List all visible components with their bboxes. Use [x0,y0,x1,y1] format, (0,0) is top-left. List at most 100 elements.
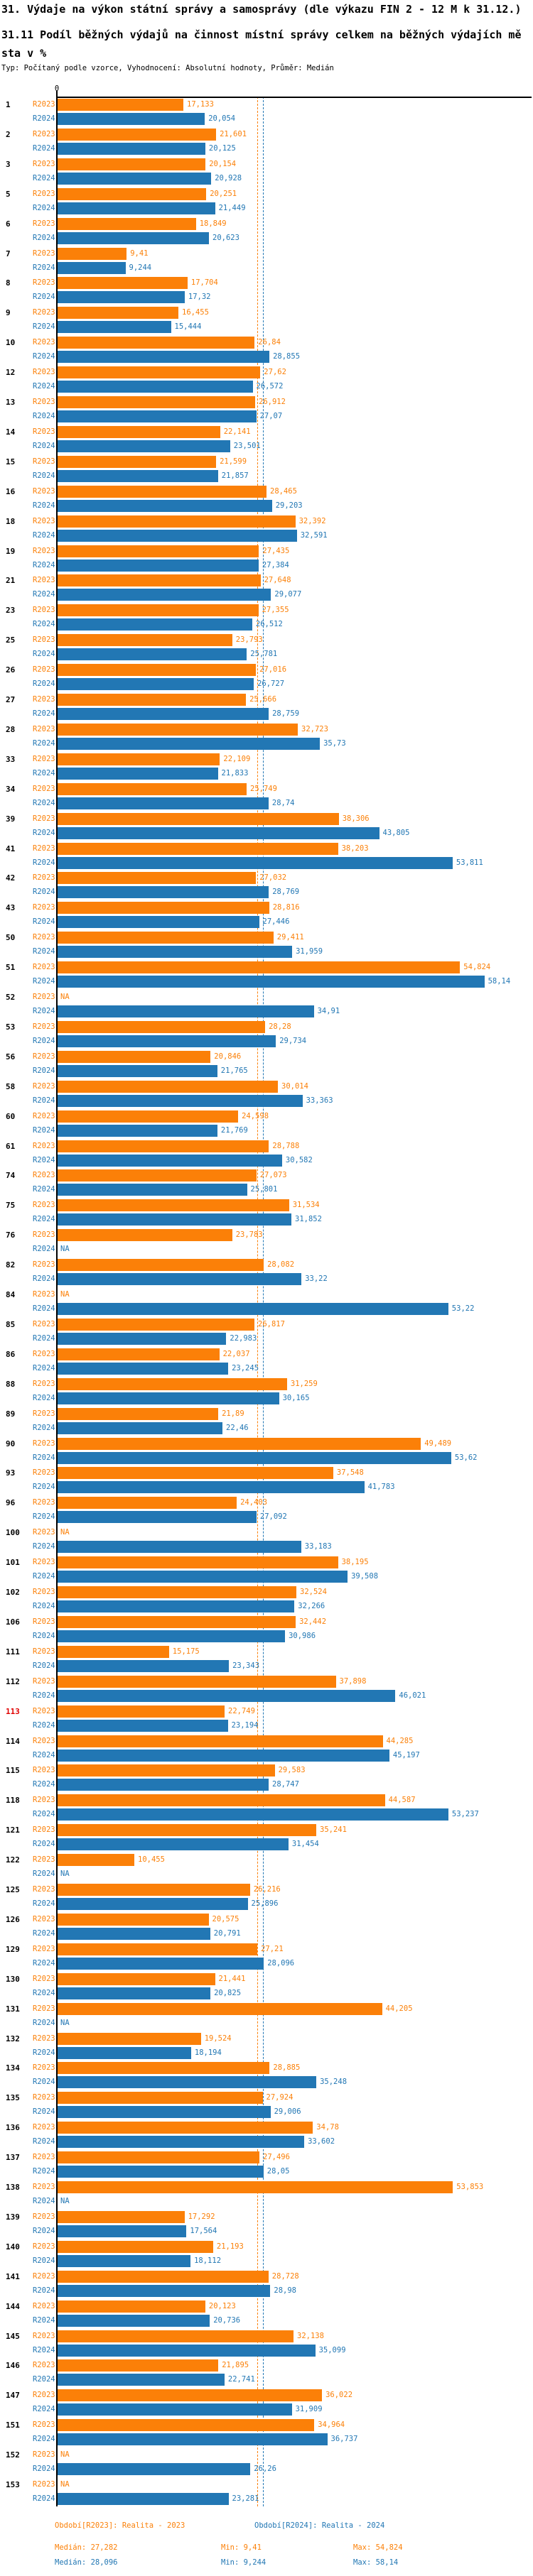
series-label-r2024: R2024 [33,2315,55,2325]
series-label-r2023: R2023 [33,1290,55,1299]
series-label-r2024: R2024 [33,1007,55,1015]
bar-group: 106 R2023 32,442 R2024 30,986 [0,1615,533,1644]
series-label-r2023: R2023 [33,2093,55,2102]
row-number: 26 [6,665,16,675]
bar-r2024 [58,1481,365,1494]
value-label-r2024: 29,077 [274,590,302,599]
bar-r2023 [58,1377,287,1390]
median-line-r2024 [263,97,264,2506]
row-number: 25 [6,635,16,645]
series-label-r2023: R2023 [33,2153,55,2162]
bar-r2024 [58,410,257,422]
bar-r2024 [58,826,379,839]
series-label-r2024: R2024 [33,1304,55,1313]
series-label-r2024: R2024 [33,501,55,510]
bar-r2023 [58,872,257,885]
series-label-r2024: R2024 [33,293,55,302]
series-label-r2024: R2024 [33,1333,55,1343]
bar-group: 56 R2023 20,846 R2024 21,765 [0,1050,533,1079]
value-label-r2023: 20,123 [208,2301,236,2310]
series-label-r2023: R2023 [33,516,55,525]
bar-r2024 [58,2046,191,2059]
bar-r2023 [58,812,339,825]
series-label-r2024: R2024 [33,2197,55,2205]
value-label-r2024: 32,591 [300,530,328,540]
value-label-r2024: 27,446 [262,917,290,927]
series-label-r2024: R2024 [33,2286,55,2295]
series-label-r2024: R2024 [33,352,55,361]
y-axis-line [56,97,58,2506]
series-label-r2023: R2023 [33,2183,55,2191]
bar-r2023 [58,337,255,349]
bar-group: 131 R2023 44,205 R2024 NA [0,2002,533,2031]
bar-group: 53 R2023 28,28 R2024 29,734 [0,1020,533,1049]
x-axis-line [57,97,532,98]
row-number: 135 [6,2093,20,2103]
value-label-r2023: 28,728 [271,2271,299,2281]
value-label-r2023: 23,783 [235,1230,263,1240]
bar-group: 42 R2023 27,032 R2024 28,769 [0,871,533,900]
series-label-r2024: R2024 [33,143,55,153]
bar-r2023 [58,396,255,408]
bar-group: 75 R2023 31,534 R2024 31,852 [0,1199,533,1227]
bar-group: 25 R2023 23,793 R2024 25,781 [0,633,533,662]
na-label-r2023: NA [60,1290,70,1299]
row-number: 137 [6,2153,20,2163]
bar-r2024 [58,1779,269,1791]
bar-r2024 [58,1957,264,1970]
bar-r2023 [58,247,127,260]
series-label-r2023: R2023 [33,1022,55,1031]
series-label-r2023: R2023 [33,2301,55,2310]
value-label-r2023: 21,441 [218,1974,246,1983]
value-label-r2023: 53,853 [456,2183,484,2191]
value-label-r2023: 32,442 [299,1617,327,1626]
series-label-r2024: R2024 [33,1512,55,1522]
bar-r2024 [58,1927,210,1940]
row-number: 129 [6,1944,20,1954]
bar-r2024 [58,976,485,988]
bar-r2023 [58,664,257,677]
bar-group: 147 R2023 36,022 R2024 31,909 [0,2389,533,2417]
bar-group: 88 R2023 31,259 R2024 30,165 [0,1377,533,1406]
bar-r2023 [58,2122,313,2134]
value-label-r2024: 25,896 [251,1899,279,1908]
row-number: 147 [6,2391,20,2401]
value-label-r2023: 24,403 [240,1498,268,1507]
row-number: 56 [6,1052,16,1061]
na-label-r2024: NA [60,1870,70,1879]
value-label-r2023: 27,032 [259,873,287,883]
series-label-r2024: R2024 [33,1155,55,1164]
bar-r2024 [58,2493,229,2505]
series-label-r2024: R2024 [33,2137,55,2146]
value-label-r2024: 26,572 [256,382,284,391]
bar-r2024 [58,321,171,334]
bar-r2024 [58,1332,227,1345]
bar-r2023 [58,1972,215,1985]
series-label-r2024: R2024 [33,2078,55,2087]
bar-r2024 [58,856,453,869]
series-label-r2023: R2023 [33,100,55,109]
value-label-r2023: 26,216 [253,1885,281,1894]
value-label-r2024: 22,983 [230,1333,257,1343]
row-number: 1 [6,100,11,109]
bar-group: 34 R2023 25,749 R2024 28,74 [0,782,533,811]
series-label-r2023: R2023 [33,1201,55,1210]
row-number: 3 [6,159,11,169]
value-label-r2024: 29,734 [279,1036,307,1045]
bar-r2023 [58,515,296,528]
bar-group: 16 R2023 28,465 R2024 29,203 [0,485,533,513]
bar-r2023 [58,842,338,855]
series-label-r2023: R2023 [33,2480,55,2489]
bar-r2023 [58,961,461,974]
bar-group: 153 R2023 NA R2024 23,281 [0,2478,533,2506]
bar-r2024 [58,351,270,364]
bar-r2023 [58,902,269,915]
value-label-r2024: 28,74 [271,798,295,807]
bar-r2023 [58,2210,185,2223]
bar-r2024 [58,2403,292,2416]
series-label-r2024: R2024 [33,1483,55,1492]
series-label-r2024: R2024 [33,2345,55,2354]
series-label-r2023: R2023 [33,1914,55,1923]
stat-median-r2023: Medián: 27,282 [55,2543,118,2552]
row-number: 145 [6,2331,20,2341]
